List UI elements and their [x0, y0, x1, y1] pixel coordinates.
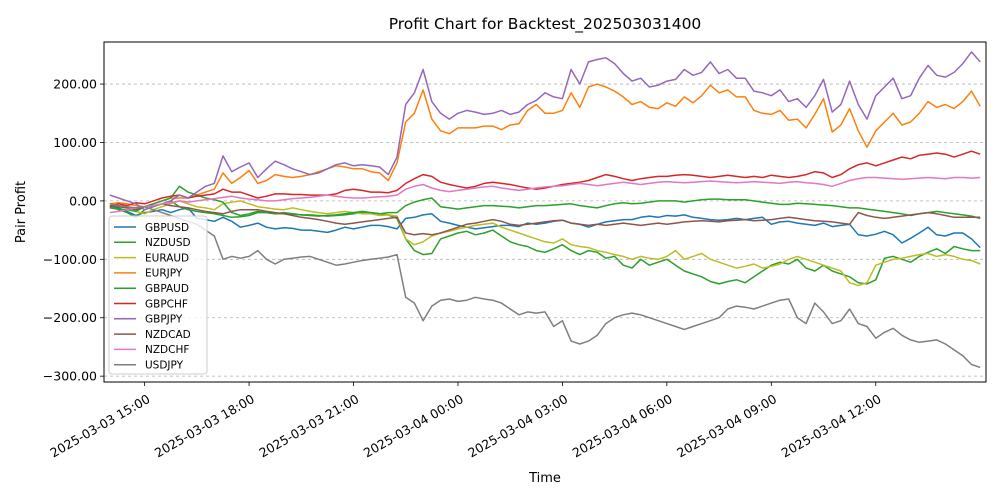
legend-label-gbpaud: GBPAUD	[145, 283, 189, 295]
y-tick-label: −100.00	[43, 252, 97, 267]
grid	[104, 83, 986, 377]
series-line-nzdusd	[109, 200, 981, 285]
series-line-nzdcad	[109, 203, 981, 236]
y-axis-ticks: 200.00 100.00 0.00 −100.00 −200.00 −300.00	[43, 77, 104, 384]
legend-label-euraud: EURAUD	[145, 252, 189, 264]
legend-label-usdjpy: USDJPY	[145, 360, 184, 372]
series-line-nzdchf	[109, 176, 981, 214]
y-axis-label: Pair Profit	[14, 181, 29, 243]
y-tick-label: −200.00	[43, 310, 97, 325]
legend-label-nzdchf: NZDCHF	[145, 344, 189, 356]
series-line-gbpjpy	[109, 51, 981, 211]
legend-label-gbpjpy: GBPJPY	[145, 314, 183, 326]
series-line-gbpchf	[109, 150, 981, 208]
chart-title: Profit Chart for Backtest_202503031400	[389, 15, 702, 34]
series-line-gbpaud	[109, 185, 981, 220]
y-tick-label: 100.00	[53, 135, 97, 150]
legend: GBPUSD NZDUSD EURAUD EURJPY GBPAUD GBPCHF GBPJ…	[108, 215, 208, 375]
y-tick-label: 0.00	[69, 193, 97, 208]
x-axis-label: Time	[528, 471, 561, 486]
legend-label-nzdcad: NZDCAD	[145, 329, 191, 341]
legend-label-eurjpy: EURJPY	[145, 268, 183, 280]
series-line-usdjpy	[109, 203, 981, 369]
series-lines	[109, 51, 981, 369]
legend-label-gbpusd: GBPUSD	[145, 222, 189, 234]
legend-label-gbpchf: GBPCHF	[145, 298, 188, 310]
plot-frame	[103, 41, 987, 383]
series-line-gbpusd	[109, 204, 981, 249]
legend-label-nzdusd: NZDUSD	[145, 237, 191, 249]
series-line-eurjpy	[109, 83, 981, 208]
y-tick-label: 200.00	[53, 77, 97, 92]
y-tick-label: −300.00	[43, 369, 97, 384]
series-line-euraud	[109, 200, 981, 287]
